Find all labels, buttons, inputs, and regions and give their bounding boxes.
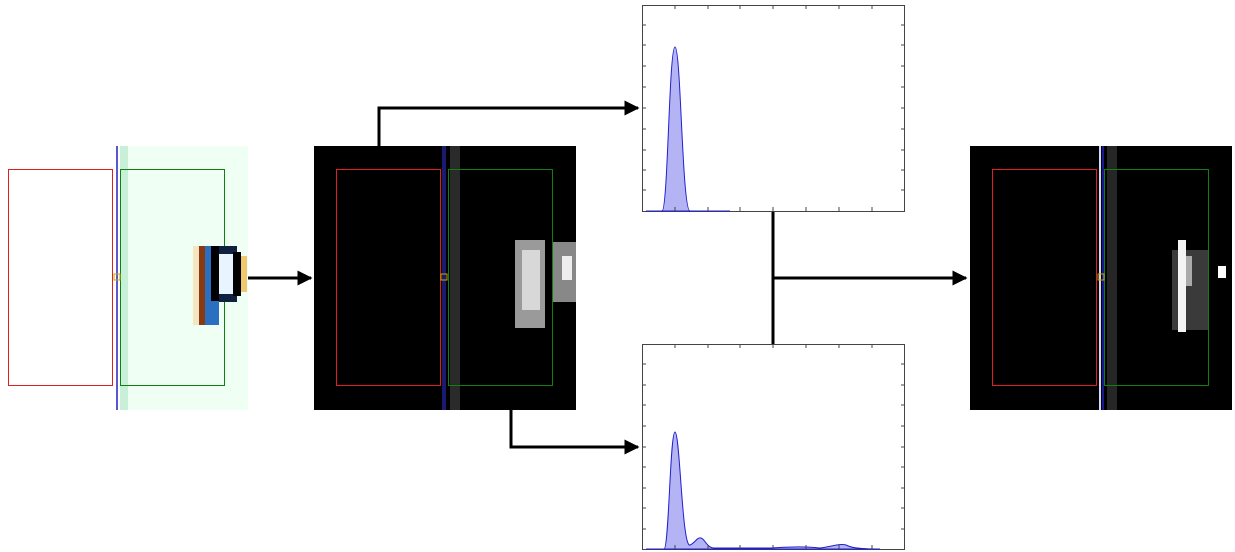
blob [1186, 256, 1192, 286]
feature-panel [314, 146, 576, 410]
histogram-bottom [642, 344, 905, 550]
arrow [379, 108, 638, 146]
blob [1218, 266, 1226, 278]
diagram [0, 0, 1235, 552]
red-box [9, 170, 113, 386]
histogram-top [642, 5, 905, 212]
page: {} [0, 0, 1235, 552]
stripe [1107, 146, 1117, 410]
arrow [511, 410, 638, 447]
bar [1178, 240, 1186, 332]
blob [562, 256, 572, 280]
output-panel [970, 146, 1232, 410]
blob [522, 250, 540, 310]
input-panel [9, 146, 249, 410]
stripe [450, 146, 460, 410]
stripe [120, 146, 128, 410]
